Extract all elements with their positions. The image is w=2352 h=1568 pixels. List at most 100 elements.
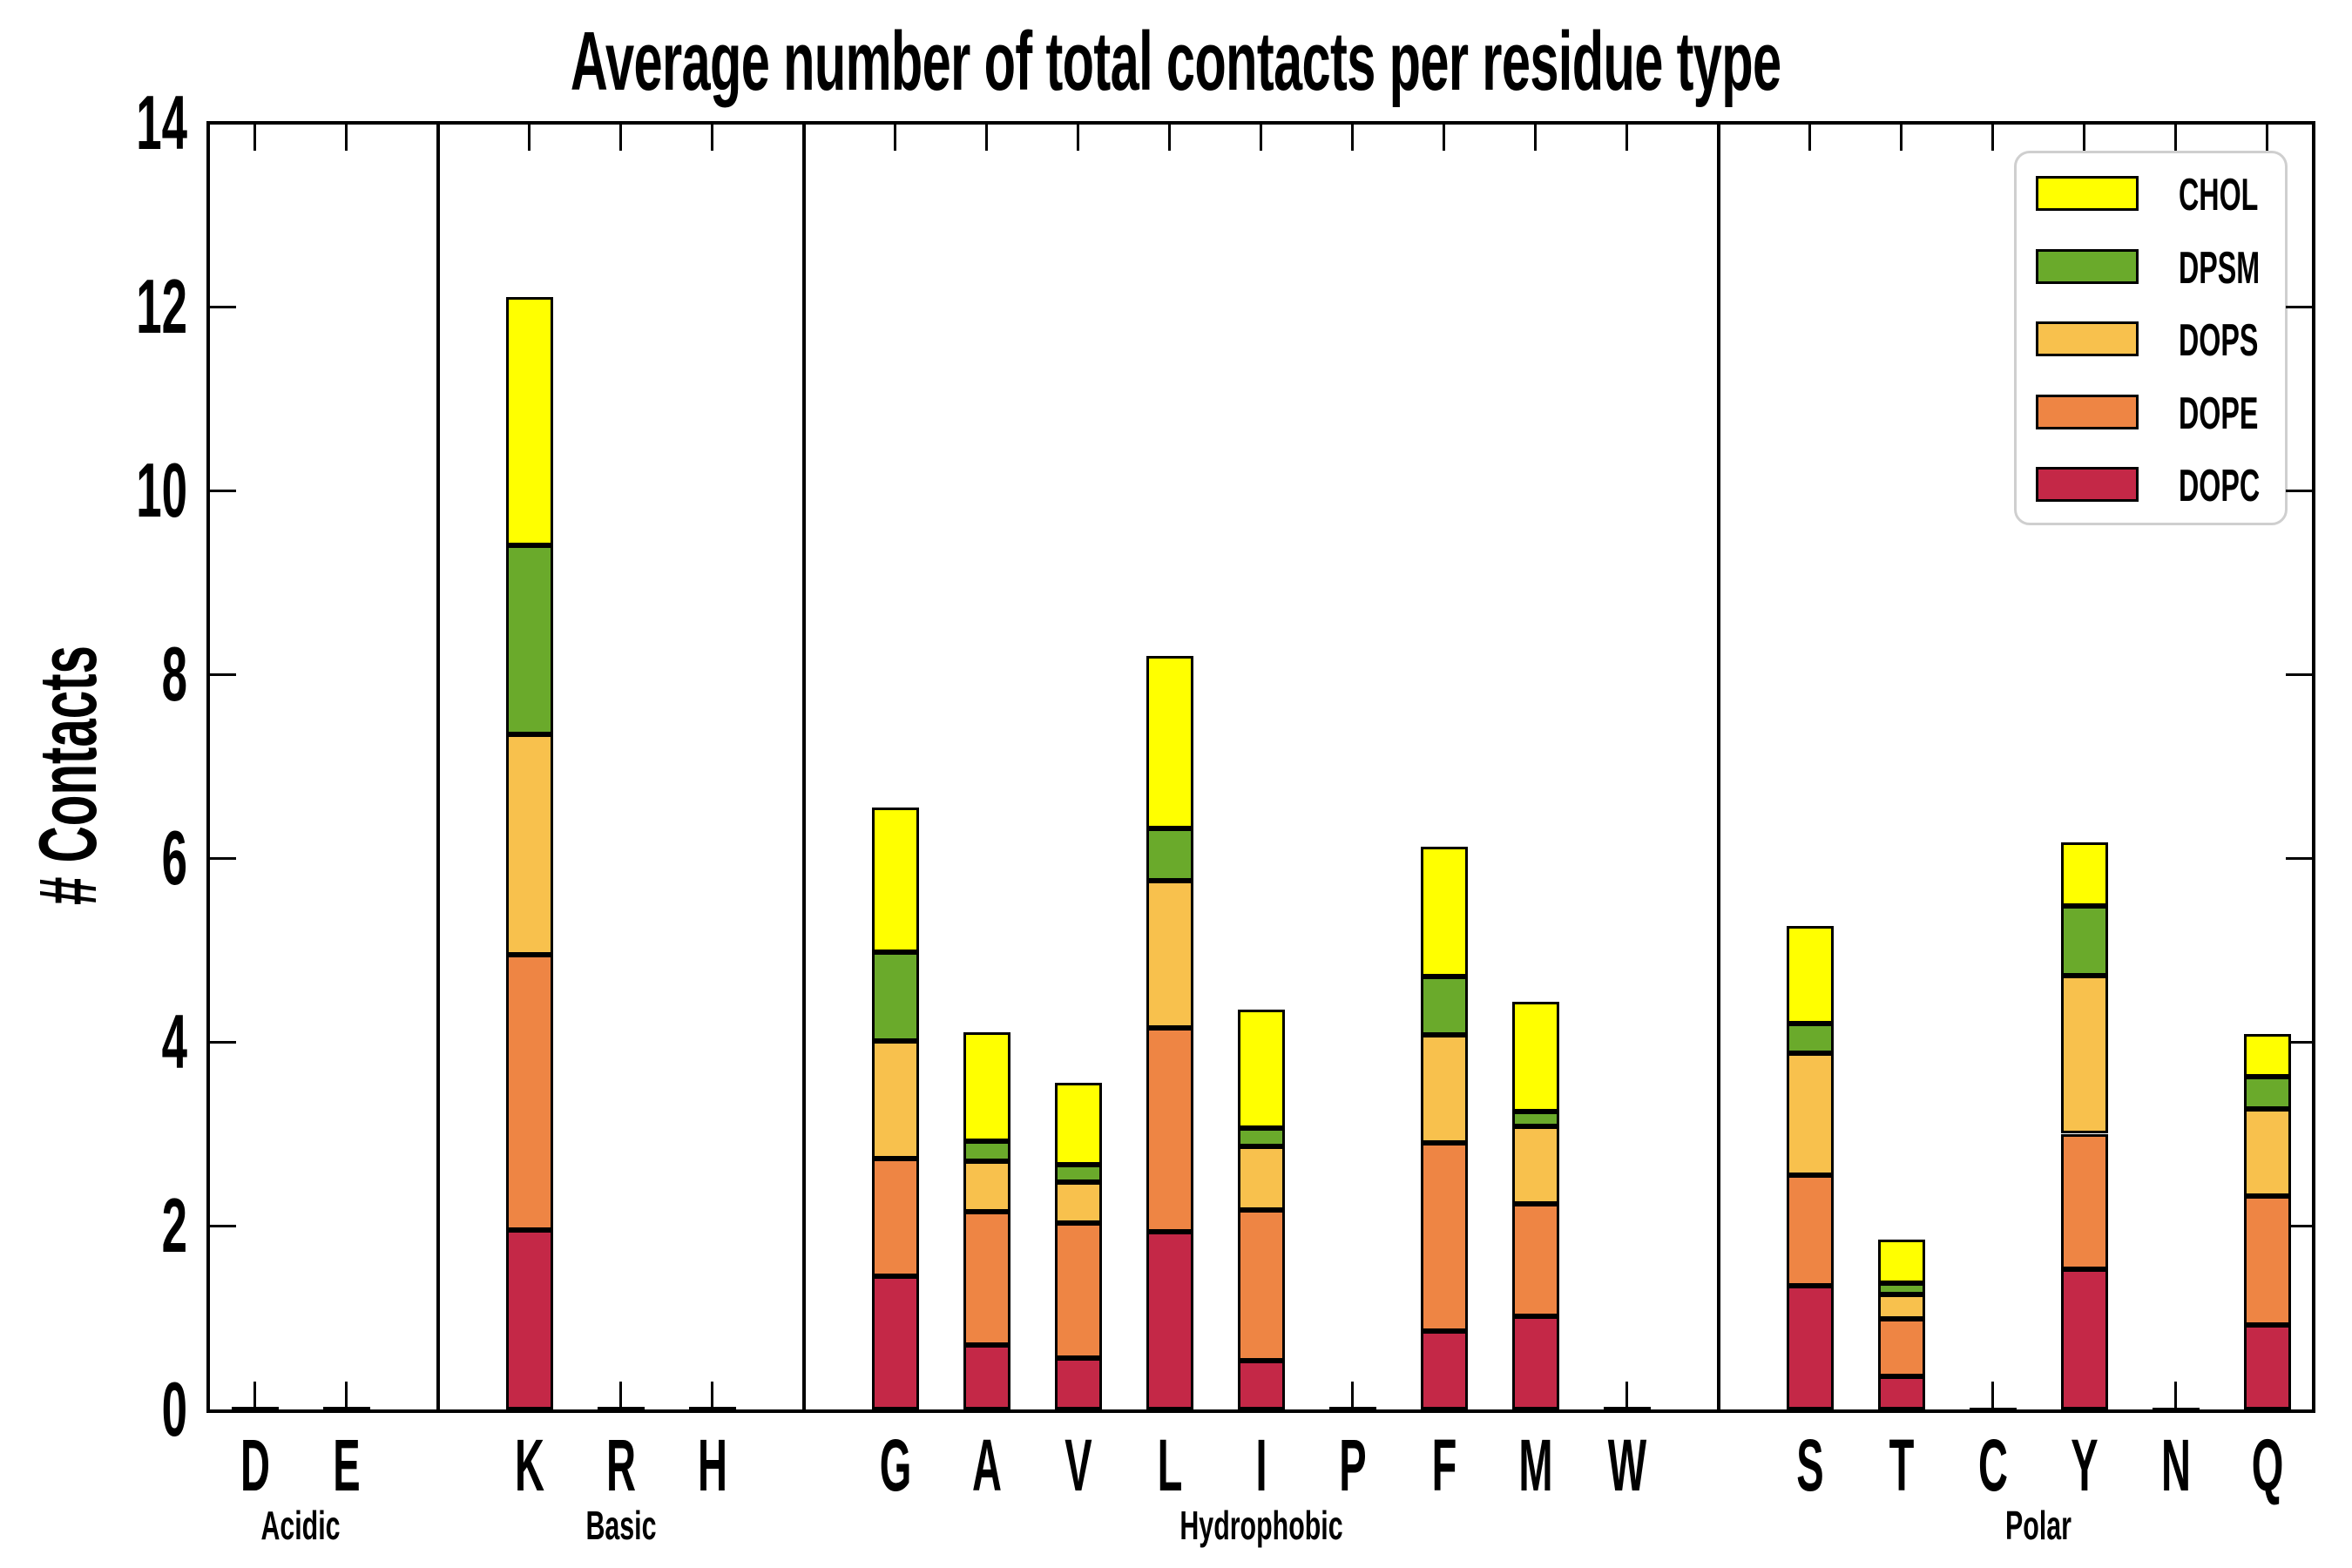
group-label-acidic: Acidic bbox=[260, 1503, 341, 1548]
x-tick-top bbox=[985, 125, 988, 151]
bar-V-DOPE bbox=[1054, 1222, 1102, 1358]
x-tick-label-I: I bbox=[1254, 1424, 1267, 1506]
bar-G-DOPC bbox=[871, 1276, 919, 1409]
bar-Q-DOPC bbox=[2243, 1324, 2291, 1409]
bar-D-DOPC bbox=[231, 1406, 279, 1412]
y-tick-label: 14 bbox=[136, 79, 187, 166]
plot-frame bbox=[206, 121, 2315, 1413]
bar-Y-CHOL bbox=[2060, 842, 2108, 906]
bar-M-DOPE bbox=[1511, 1203, 1559, 1317]
x-tick-label-K: K bbox=[514, 1424, 544, 1506]
bar-F-DPSM bbox=[1420, 977, 1468, 1035]
group-label-hydrophobic: Hydrophobic bbox=[1179, 1503, 1343, 1548]
bar-A-DOPE bbox=[963, 1212, 1010, 1346]
bar-G-DOPE bbox=[871, 1158, 919, 1277]
bar-T-DOPE bbox=[1877, 1318, 1925, 1376]
x-tick-top bbox=[1625, 125, 1628, 151]
bar-T-DPSM bbox=[1877, 1283, 1925, 1295]
bar-G-DPSM bbox=[871, 951, 919, 1041]
bar-L-DOPE bbox=[1146, 1028, 1193, 1233]
bar-I-DPSM bbox=[1237, 1128, 1285, 1147]
bar-Y-DOPS bbox=[2060, 976, 2108, 1134]
bar-N-DOPC bbox=[2152, 1407, 2200, 1413]
x-tick-top bbox=[345, 125, 348, 151]
bar-F-DOPC bbox=[1420, 1331, 1468, 1409]
x-tick-top bbox=[1077, 125, 1079, 151]
x-tick-label-T: T bbox=[1889, 1424, 1914, 1506]
bar-Q-DOPS bbox=[2243, 1109, 2291, 1197]
bar-V-CHOL bbox=[1054, 1083, 1102, 1166]
y-tick-label: 10 bbox=[136, 447, 187, 533]
legend-swatch-DPSM bbox=[2036, 248, 2139, 284]
bar-V-DOPC bbox=[1054, 1357, 1102, 1409]
bar-V-DOPS bbox=[1054, 1182, 1102, 1223]
legend-label-DPSM: DPSM bbox=[2179, 242, 2261, 294]
bar-A-DOPS bbox=[963, 1161, 1010, 1213]
legend-label-CHOL: CHOL bbox=[2179, 170, 2259, 220]
x-tick-top bbox=[1808, 125, 1811, 151]
x-tick-label-H: H bbox=[697, 1424, 727, 1506]
legend-label-DOPC: DOPC bbox=[2179, 461, 2261, 512]
group-separator bbox=[436, 123, 440, 1409]
x-tick-top bbox=[1900, 125, 1903, 151]
group-separator bbox=[801, 123, 806, 1409]
legend-swatch-DOPC bbox=[2036, 467, 2139, 503]
x-tick-bottom bbox=[2174, 1382, 2177, 1408]
y-tick-left bbox=[210, 305, 236, 308]
chart-title-text: Average number of total contacts per res… bbox=[571, 15, 1781, 108]
x-tick-label-D: D bbox=[240, 1424, 270, 1506]
bar-A-DPSM bbox=[963, 1140, 1010, 1162]
bar-Q-CHOL bbox=[2243, 1033, 2291, 1078]
x-tick-top bbox=[894, 125, 896, 151]
y-tick-label: 4 bbox=[161, 998, 187, 1085]
x-tick-top bbox=[711, 125, 713, 151]
x-tick-bottom bbox=[1625, 1382, 1628, 1408]
bar-S-CHOL bbox=[1786, 926, 1834, 1024]
group-label-basic: Basic bbox=[585, 1503, 657, 1548]
y-tick-right bbox=[2286, 305, 2312, 308]
bar-I-DOPC bbox=[1237, 1361, 1285, 1409]
x-tick-bottom bbox=[345, 1382, 348, 1408]
bar-R-DOPC bbox=[597, 1406, 645, 1412]
y-tick-right bbox=[2286, 489, 2312, 492]
bar-V-DPSM bbox=[1054, 1165, 1102, 1183]
x-tick-top bbox=[528, 125, 531, 151]
y-tick-label: 2 bbox=[161, 1182, 187, 1268]
bar-I-DOPS bbox=[1237, 1146, 1285, 1211]
x-tick-bottom bbox=[253, 1382, 256, 1408]
bar-M-DOPS bbox=[1511, 1126, 1559, 1204]
bar-T-DOPS bbox=[1877, 1294, 1925, 1319]
bar-P-DOPC bbox=[1328, 1406, 1376, 1412]
bar-L-DOPC bbox=[1146, 1232, 1193, 1409]
x-tick-top bbox=[1260, 125, 1262, 151]
y-tick-right bbox=[2286, 1224, 2312, 1227]
bar-L-CHOL bbox=[1146, 655, 1193, 829]
bar-M-CHOL bbox=[1511, 1001, 1559, 1112]
x-tick-top bbox=[1534, 125, 1537, 151]
bar-G-DOPS bbox=[871, 1040, 919, 1159]
y-tick-left bbox=[210, 1224, 236, 1227]
legend-swatch-CHOL bbox=[2036, 176, 2139, 211]
bar-M-DOPC bbox=[1511, 1316, 1559, 1409]
bar-C-DOPC bbox=[1969, 1407, 2017, 1413]
bar-S-DOPE bbox=[1786, 1174, 1834, 1286]
legend-label-DOPE: DOPE bbox=[2179, 388, 2259, 439]
bar-I-CHOL bbox=[1237, 1010, 1285, 1129]
y-tick-left bbox=[210, 856, 236, 860]
x-tick-top bbox=[1991, 125, 1994, 151]
bar-I-DOPE bbox=[1237, 1210, 1285, 1362]
x-tick-label-A: A bbox=[971, 1424, 1002, 1506]
bar-T-CHOL bbox=[1877, 1239, 1925, 1284]
chart-title: Average number of total contacts per res… bbox=[0, 14, 2352, 110]
y-tick-right bbox=[2286, 856, 2312, 860]
bar-S-DOPC bbox=[1786, 1285, 1834, 1409]
bar-Q-DPSM bbox=[2243, 1077, 2291, 1109]
bar-K-DPSM bbox=[505, 545, 553, 734]
x-tick-label-W: W bbox=[1607, 1424, 1646, 1506]
bar-E-DOPC bbox=[322, 1406, 370, 1412]
x-tick-bottom bbox=[1991, 1382, 1994, 1408]
bar-Q-DOPE bbox=[2243, 1196, 2291, 1325]
bar-M-DPSM bbox=[1511, 1112, 1559, 1127]
bar-S-DOPS bbox=[1786, 1052, 1834, 1175]
